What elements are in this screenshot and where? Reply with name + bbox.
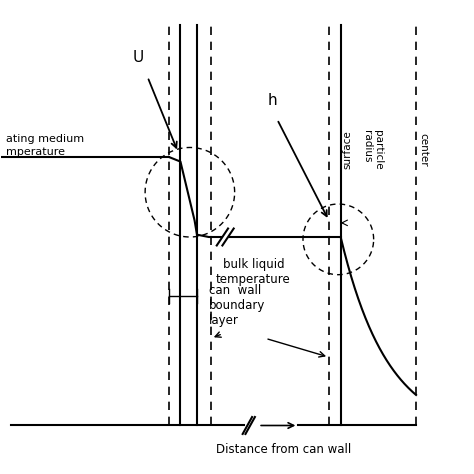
Text: center: center — [418, 133, 428, 167]
Text: bulk liquid
temperature: bulk liquid temperature — [216, 258, 291, 286]
Text: can  wall
boundary
layer: can wall boundary layer — [209, 284, 265, 327]
Text: ating medium
mperature: ating medium mperature — [6, 134, 84, 157]
Text: Distance from can wall: Distance from can wall — [217, 443, 352, 456]
Text: U: U — [132, 50, 144, 65]
Text: particle
radius: particle radius — [362, 130, 383, 170]
Text: surface: surface — [343, 130, 353, 169]
Text: h: h — [267, 93, 277, 108]
